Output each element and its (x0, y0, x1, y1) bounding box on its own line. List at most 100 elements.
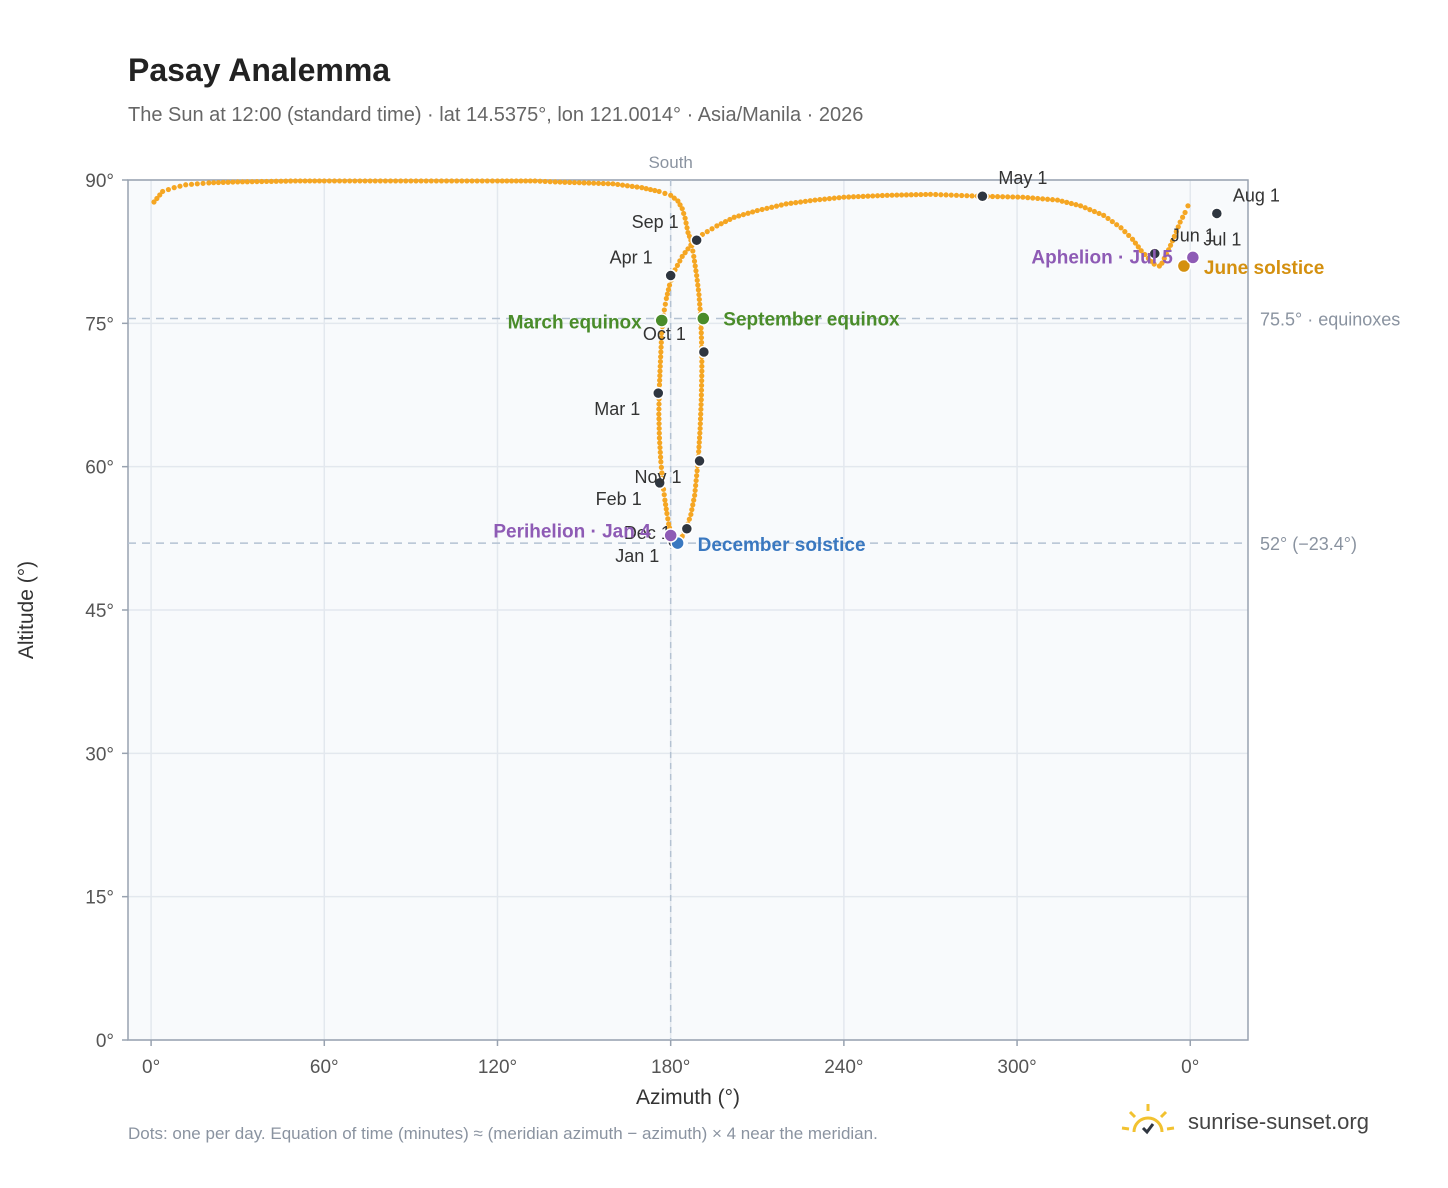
event-marker (1176, 258, 1192, 274)
daily-sun-dot (698, 382, 705, 389)
daily-sun-dot (697, 306, 703, 312)
daily-sun-dot (610, 181, 616, 187)
daily-sun-dot (656, 188, 662, 195)
daily-sun-dot (698, 325, 704, 331)
daily-sun-dot (918, 191, 924, 198)
daily-sun-dot (698, 406, 704, 412)
daily-sun-dot (443, 178, 450, 184)
daily-sun-dot (595, 180, 602, 186)
daily-sun-dot (656, 382, 663, 388)
daily-sun-dot (273, 178, 279, 184)
daily-sun-dot (722, 218, 729, 225)
daily-sun-dot (268, 178, 274, 184)
daily-sun-dot (454, 178, 460, 184)
brand[interactable]: sunrise-sunset.org (1120, 1100, 1369, 1144)
daily-sun-dot (1020, 194, 1026, 200)
daily-sun-dot (666, 521, 672, 527)
daily-sun-dot (994, 194, 1001, 200)
daily-sun-dot (699, 373, 705, 379)
daily-sun-dot (154, 195, 160, 202)
daily-sun-dot (643, 186, 649, 192)
daily-sun-dot (464, 178, 470, 184)
month-label: Jul 1 (1203, 229, 1241, 249)
month-marker (680, 522, 694, 536)
daily-sun-dot (489, 178, 495, 184)
daily-sun-dot (933, 191, 939, 198)
daily-sun-dot (1068, 200, 1074, 207)
daily-sun-dot (694, 468, 700, 474)
daily-sun-dot (658, 464, 664, 470)
daily-sun-dot (165, 186, 172, 193)
daily-sun-dot (817, 196, 823, 203)
daily-sun-dot (513, 178, 519, 184)
daily-sun-dot (822, 196, 828, 202)
daily-sun-dot (312, 178, 318, 184)
daily-sun-dot (691, 258, 698, 264)
daily-sun-dot (773, 203, 780, 209)
daily-sun-dot (657, 373, 663, 379)
event-label: December solstice (698, 535, 866, 556)
daily-sun-dot (225, 179, 231, 185)
daily-sun-dot (1101, 212, 1107, 218)
daily-sun-dot (1138, 248, 1144, 254)
daily-sun-dot (696, 435, 703, 441)
daily-sun-dot (1087, 207, 1093, 213)
daily-sun-dot (403, 178, 409, 184)
y-tick-label: 60° (85, 458, 114, 479)
chart-footnote: Dots: one per day. Equation of time (min… (128, 1124, 878, 1143)
daily-sun-dot (953, 192, 960, 198)
daily-sun-dot (288, 178, 294, 184)
daily-sun-dot (331, 178, 338, 184)
daily-sun-dot (696, 292, 702, 298)
daily-sun-dot (656, 411, 662, 417)
event-marker (1185, 250, 1201, 265)
daily-sun-dot (699, 231, 706, 238)
daily-sun-dot (518, 178, 524, 184)
daily-sun-dot (571, 179, 578, 186)
x-tick-label: 60° (310, 1057, 339, 1078)
daily-sun-dot (697, 430, 703, 436)
daily-sun-dot (292, 178, 299, 184)
daily-sun-dot (698, 392, 704, 398)
daily-sun-dot (698, 339, 705, 346)
daily-sun-dot (964, 193, 970, 199)
daily-sun-dot (802, 198, 808, 204)
daily-sun-dot (177, 183, 183, 189)
daily-sun-dot (699, 358, 705, 365)
daily-sun-dot (704, 229, 710, 235)
daily-sun-dot (688, 511, 694, 518)
daily-sun-dot (682, 250, 688, 256)
daily-sun-dot (307, 178, 313, 184)
daily-sun-dot (615, 181, 621, 188)
daily-sun-dot (948, 192, 954, 198)
daily-sun-dot (750, 209, 756, 215)
daily-sun-dot (718, 221, 724, 227)
daily-sun-dot (657, 440, 663, 446)
month-label: Nov 1 (635, 467, 682, 487)
daily-sun-dot (357, 178, 363, 184)
daily-sun-dot (736, 213, 742, 219)
daily-sun-dot (1096, 210, 1102, 217)
daily-sun-dot (658, 349, 664, 355)
month-marker (697, 345, 711, 359)
daily-sun-dot (239, 179, 246, 185)
daily-sun-dot (696, 439, 702, 445)
daily-sun-dot (740, 211, 747, 218)
chart-subtitle: The Sun at 12:00 (standard time) · lat 1… (128, 104, 864, 126)
event-label: June solstice (1204, 258, 1324, 279)
daily-sun-dot (884, 192, 890, 198)
daily-sun-dot (211, 180, 217, 186)
daily-sun-dot (1122, 229, 1128, 235)
brand-link[interactable]: sunrise-sunset.org (1188, 1109, 1369, 1134)
daily-sun-dot (423, 178, 429, 184)
daily-sun-dot (899, 192, 905, 198)
daily-sun-dot (581, 180, 587, 186)
daily-sun-dot (171, 185, 177, 191)
daily-sun-dot (393, 178, 399, 184)
daily-sun-dot (812, 197, 818, 203)
daily-sun-dot (662, 301, 668, 307)
daily-sun-dot (1182, 209, 1188, 216)
daily-sun-dot (696, 296, 702, 303)
daily-sun-dot (1163, 251, 1170, 257)
daily-sun-dot (860, 193, 866, 199)
